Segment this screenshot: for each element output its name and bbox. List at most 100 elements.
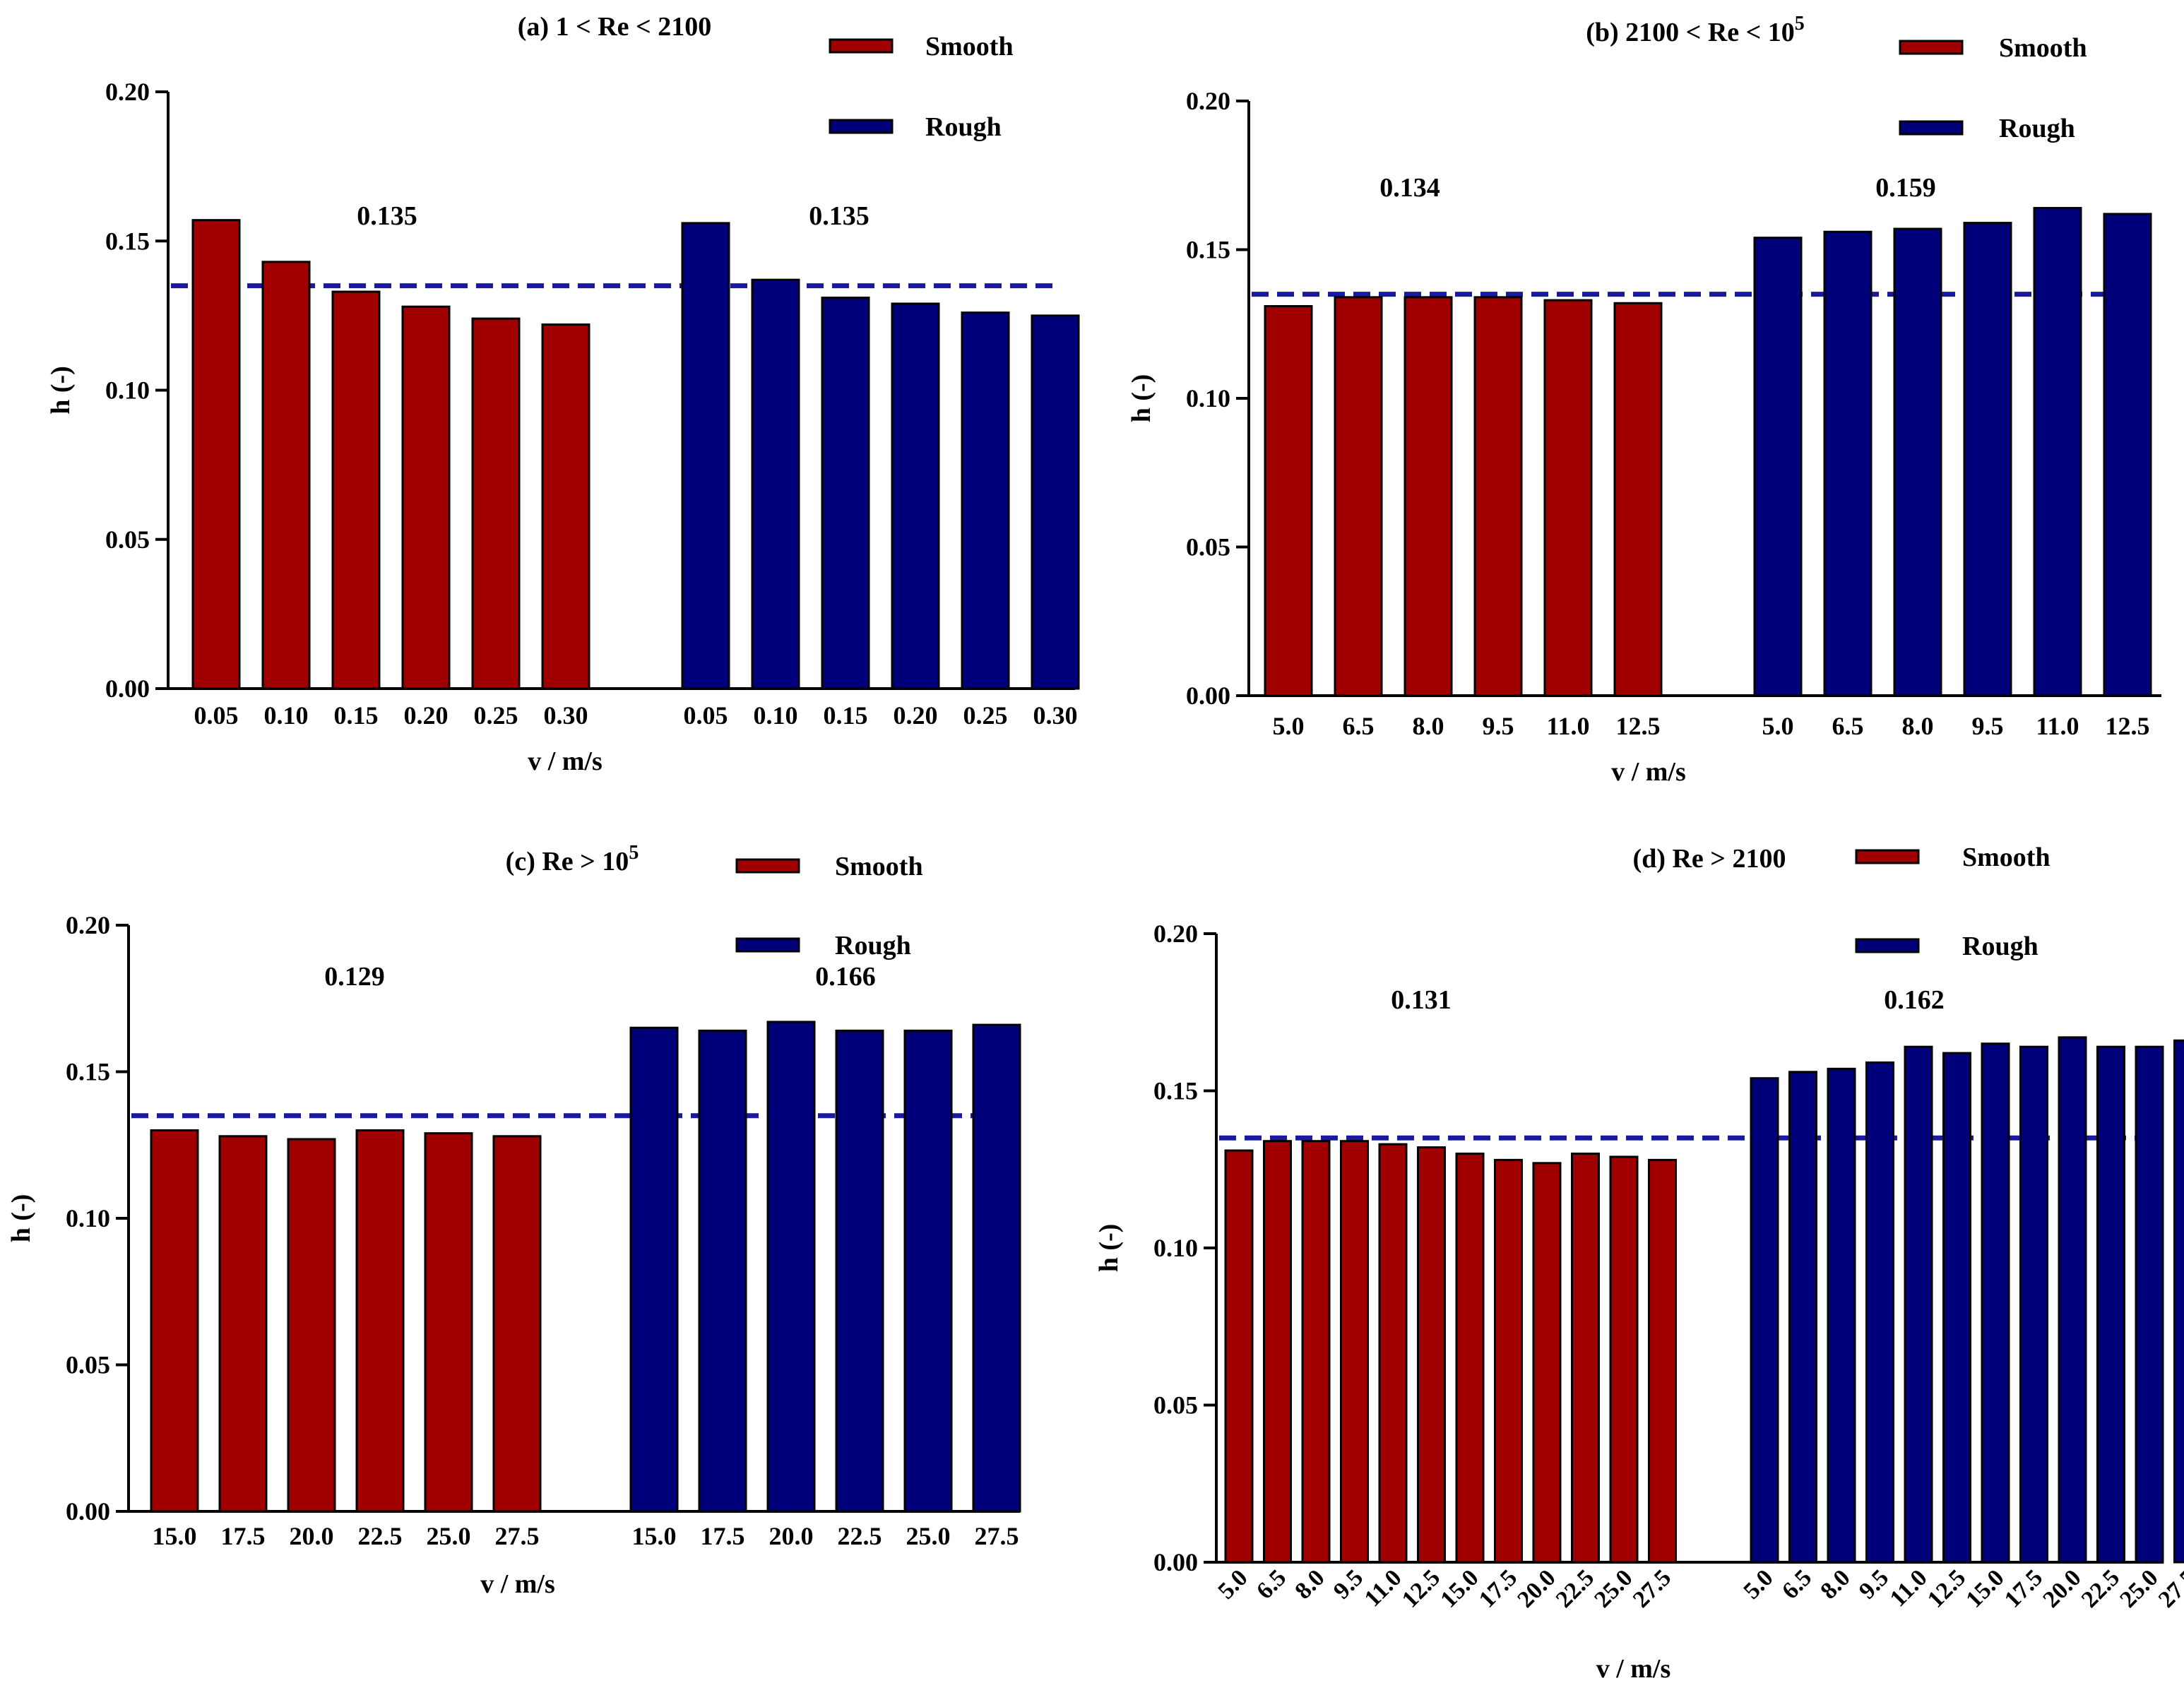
y-axis-label: h (-) [6,1194,36,1243]
bar-smooth [1473,296,1523,697]
x-tick-label: 15.0 [1961,1564,2009,1612]
bar-rough [903,1029,953,1513]
bar-rough [1893,227,1942,697]
legend-swatch-smooth [829,38,894,54]
bar-smooth [1224,1149,1254,1564]
legend-swatch-smooth [1899,40,1964,55]
legend-swatch-rough [1899,120,1964,136]
legend-swatch-smooth [735,858,800,874]
x-tick-label: 12.5 [1616,712,1661,740]
x-axis-label: v / m/s [1611,757,1686,787]
x-tick-label: 17.5 [221,1522,266,1550]
x-tick-label: 5.0 [1273,712,1305,740]
bar-rough [1753,237,1803,697]
panel-a: (a) 1 < Re < 2100 Smooth Rough 0.00 0.05 0.10… [46,12,1080,776]
y-tick-label: 0.15 [105,227,150,255]
bar-smooth [355,1129,405,1513]
panel-c: (c) Re > 105 Smooth Rough 0.00 0.05 0.10 0.15 0… [6,842,1021,1599]
x-tick-label: 25.0 [1589,1564,1637,1612]
bar-rough [1963,222,2012,697]
y-tick-label: 0.10 [1186,384,1230,412]
panel-title: (b) 2100 < Re < 105 [1586,13,1805,47]
x-tick-label: 22.5 [838,1522,882,1550]
bar-rough [2019,1045,2048,1564]
mean-value-label-smooth: 0.131 [1391,985,1452,1015]
mean-value-label-rough: 0.159 [1875,173,1936,203]
x-tick-label: 5.0 [1762,712,1794,740]
bar-rough [629,1026,679,1513]
x-tick-label: 22.5 [2077,1564,2125,1612]
y-tick-label: 0.20 [105,78,150,106]
x-tick-label: 25.0 [2115,1564,2163,1612]
bar-smooth [218,1135,268,1513]
mean-value-label-smooth: 0.135 [357,201,417,231]
x-tick-label: 0.25 [963,701,1008,730]
legend-label-rough: Rough [925,112,1002,142]
y-tick-label: 0.20 [1153,920,1198,948]
y-tick-label: 0.15 [66,1058,110,1086]
bar-smooth [150,1129,199,1513]
x-tick-label: 9.5 [1329,1564,1368,1604]
x-tick-label: 27.5 [2154,1564,2184,1612]
mean-value-label-rough: 0.162 [1884,985,1945,1015]
y-tick-label: 0.20 [66,911,110,939]
x-tick-label: 15.0 [153,1522,197,1550]
y-tick-label: 0.05 [105,525,150,554]
panel-title: (c) Re > 105 [506,842,639,876]
mean-value-label-smooth: 0.134 [1379,173,1440,203]
x-tick-label: 20.0 [290,1522,334,1550]
x-tick-label: 6.5 [1832,712,1864,740]
bar-rough [1865,1061,1894,1564]
bar-smooth [471,317,521,690]
bar-smooth [261,261,311,690]
bar-smooth [401,305,451,690]
y-tick-label: 0.00 [105,674,150,703]
bar-rough [698,1029,747,1513]
title-superscript: 5 [1795,13,1805,35]
panel-b: (b) 2100 < Re < 105 Smooth Rough 0.00 0.05 0.… [1127,13,2161,787]
x-tick-label: 25.0 [427,1522,471,1550]
x-tick-label: 17.5 [1474,1564,1522,1612]
bar-rough [821,297,870,690]
bar-smooth [424,1132,473,1513]
y-tick-label: 0.15 [1186,236,1230,264]
x-tick-label: 0.20 [894,701,938,730]
bar-smooth [1340,1140,1369,1564]
x-tick-label: 17.5 [2000,1564,2048,1612]
x-tick-label: 0.10 [264,701,309,730]
y-tick-label: 0.05 [1186,533,1230,561]
bar-smooth [1494,1158,1523,1564]
x-axis-label: v / m/s [480,1569,555,1599]
x-tick-label: 27.5 [1628,1564,1676,1612]
x-tick-label: 22.5 [1551,1564,1599,1612]
x-tick-label: 5.0 [1738,1564,1778,1604]
y-tick-label: 0.10 [66,1204,110,1232]
bar-smooth [1571,1153,1600,1564]
y-tick-label: 0.20 [1186,87,1230,115]
bar-rough [2173,1039,2184,1564]
x-tick-label: 22.5 [358,1522,403,1550]
x-tick-label: 11.0 [1360,1564,1407,1612]
legend-label-smooth: Smooth [1999,33,2087,63]
bar-rough [1788,1071,1817,1564]
bar-smooth [541,323,590,690]
x-tick-label: 0.05 [684,701,728,730]
bar-smooth [191,219,241,690]
bar-rough [1750,1077,1779,1564]
bar-smooth [1417,1146,1446,1564]
x-tick-label: 15.0 [632,1522,677,1550]
x-tick-label: 5.0 [1213,1564,1252,1604]
bar-smooth [1532,1162,1562,1564]
bar-rough [835,1029,884,1513]
legend-swatch-smooth [1855,849,1920,864]
bar-rough [1904,1045,1933,1564]
x-tick-label: 9.5 [1972,712,2004,740]
bar-smooth [287,1138,336,1513]
x-tick-label: 12.5 [2106,712,2150,740]
bar-smooth [1264,304,1313,697]
x-tick-label: 25.0 [906,1522,951,1550]
legend-label-smooth: Smooth [1962,843,2051,872]
x-tick-label: 6.5 [1343,712,1375,740]
x-tick-label: 6.5 [1777,1564,1817,1604]
bar-smooth [1263,1140,1292,1564]
